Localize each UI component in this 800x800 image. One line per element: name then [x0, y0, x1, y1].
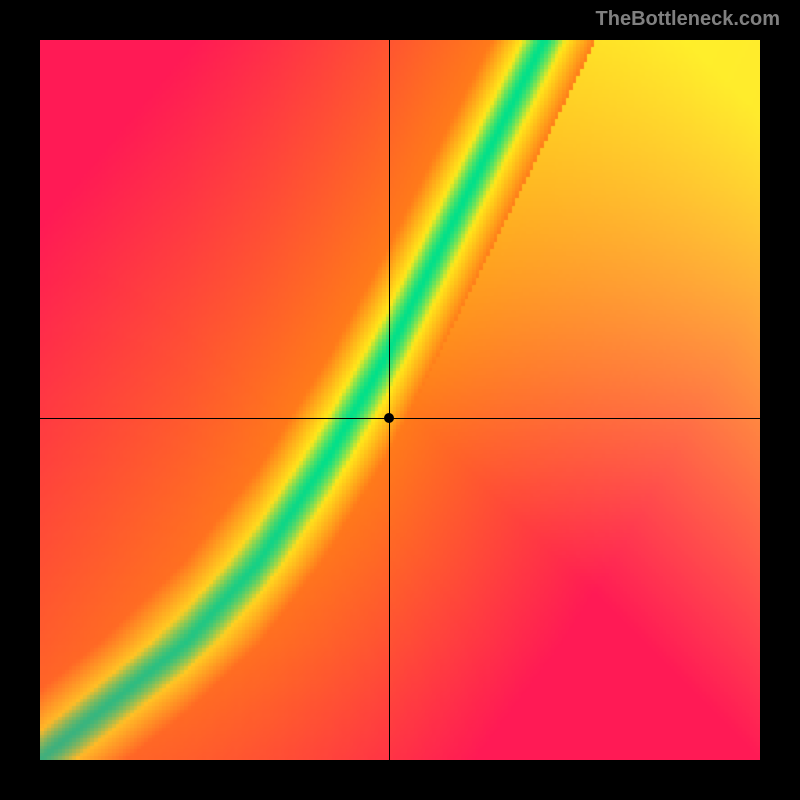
selection-marker: [384, 413, 394, 423]
crosshair-vertical: [389, 40, 390, 760]
watermark-text: TheBottleneck.com: [596, 8, 780, 31]
crosshair-horizontal: [40, 418, 760, 419]
bottleneck-heatmap: [40, 40, 760, 760]
plot-area: [40, 40, 760, 760]
